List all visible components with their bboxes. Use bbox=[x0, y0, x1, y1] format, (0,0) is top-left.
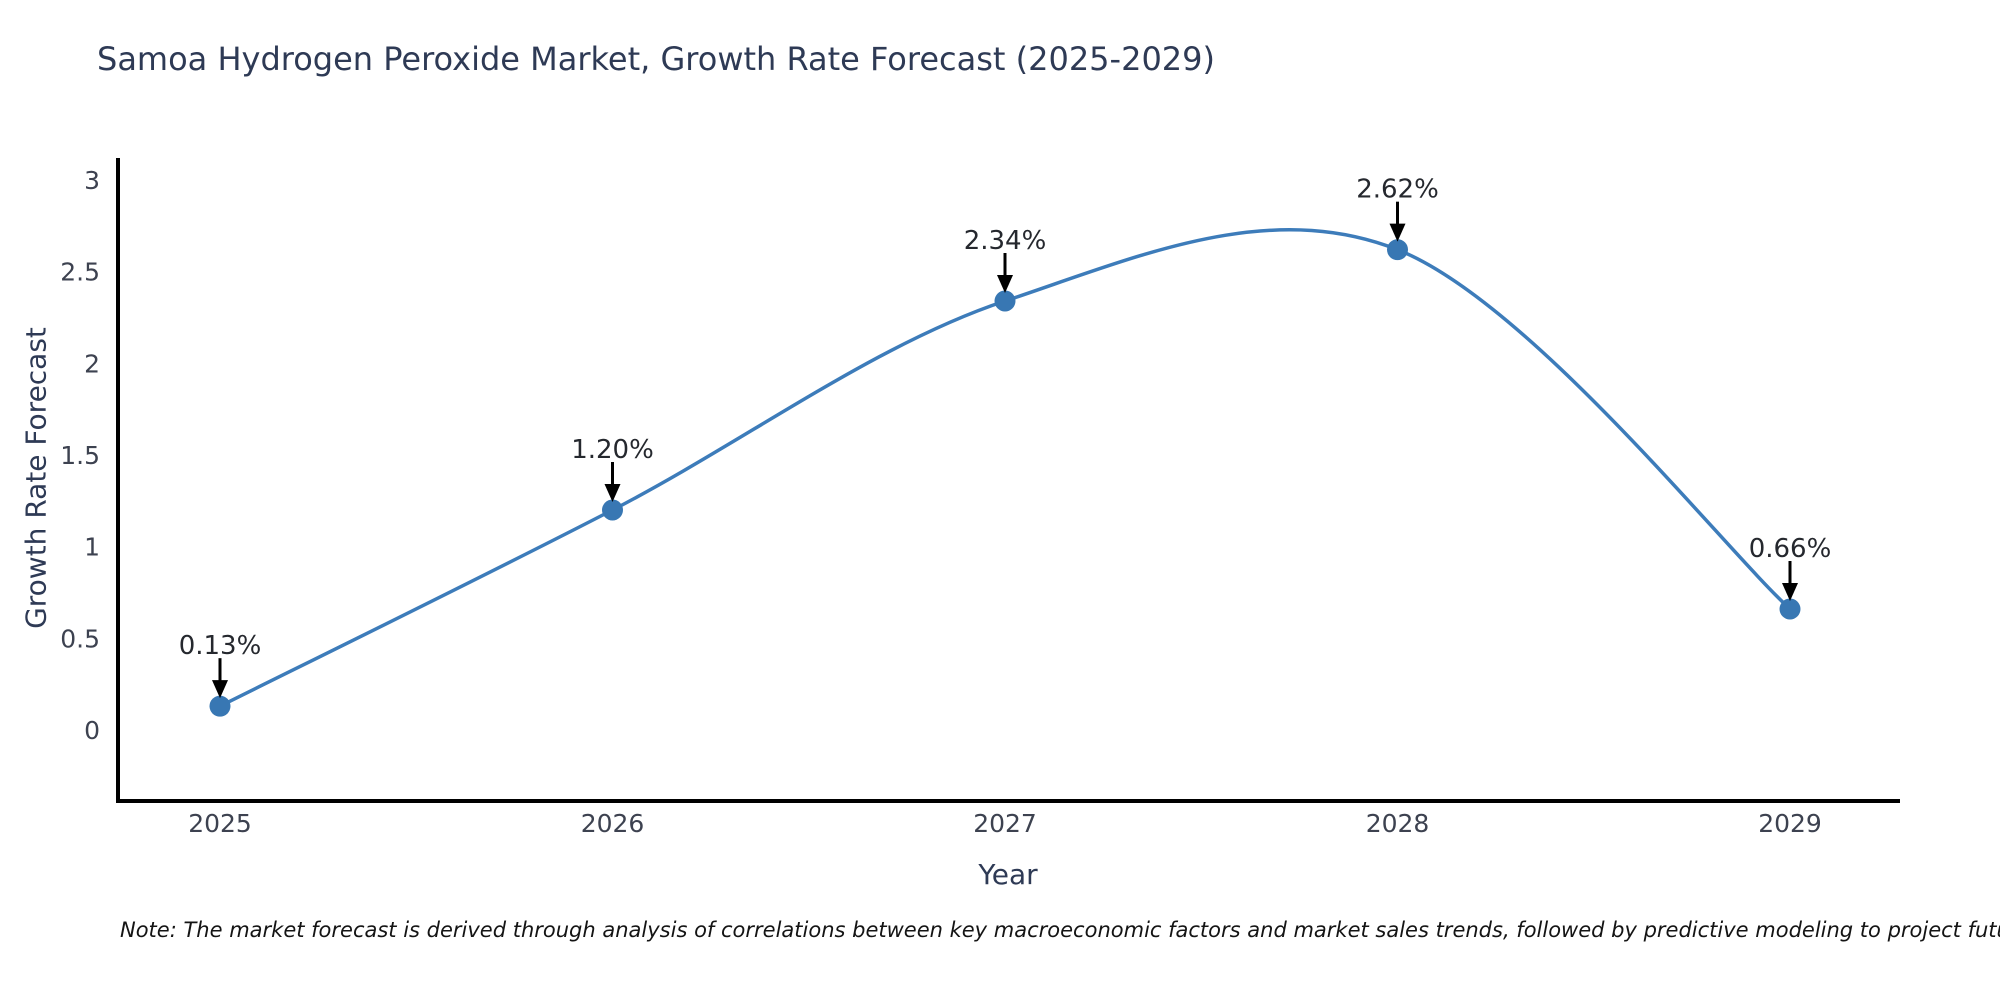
x-tick-label: 2026 bbox=[581, 809, 645, 838]
annotation-arrow-head bbox=[1782, 583, 1798, 602]
x-tick-label: 2027 bbox=[973, 809, 1037, 838]
footnote: Note: The market forecast is derived thr… bbox=[120, 918, 2000, 942]
annotation-arrow-head bbox=[1389, 223, 1406, 242]
data-point-2025 bbox=[209, 695, 231, 717]
data-point-2029 bbox=[1779, 598, 1801, 620]
y-tick-label: 0.5 bbox=[60, 624, 100, 653]
y-tick-label: 2.5 bbox=[60, 258, 100, 287]
y-tick-label: 3 bbox=[84, 166, 100, 195]
x-tick-label: 2025 bbox=[188, 809, 252, 838]
point-value-label: 2.62% bbox=[1356, 175, 1439, 205]
y-tick-label: 1 bbox=[84, 533, 100, 562]
x-tick-label: 2028 bbox=[1366, 809, 1430, 838]
y-tick-label: 2 bbox=[84, 349, 100, 378]
annotation-arrow-head bbox=[604, 484, 621, 503]
x-axis-title: Year bbox=[978, 858, 1038, 891]
annotation-arrow-head bbox=[997, 275, 1013, 294]
point-value-label: 2.34% bbox=[964, 226, 1047, 256]
x-tick-label: 2029 bbox=[1758, 809, 1822, 838]
data-point-2026 bbox=[602, 499, 623, 521]
plot-content: 0 0.5 1 1.5 2 2.5 3 2025 2026 2027 2028 2029 0.13% 1.… bbox=[60, 166, 1831, 838]
chart-title: Samoa Hydrogen Peroxide Market, Growth R… bbox=[97, 40, 1215, 78]
y-tick-label: 0 bbox=[84, 716, 100, 745]
annotation-arrow-head bbox=[212, 680, 228, 699]
data-point-2027 bbox=[994, 290, 1016, 312]
data-point-2028 bbox=[1387, 239, 1408, 261]
point-value-label: 0.66% bbox=[1749, 534, 1832, 564]
y-tick-label: 1.5 bbox=[60, 441, 100, 470]
point-value-label: 1.20% bbox=[571, 435, 654, 465]
point-value-label: 0.13% bbox=[179, 631, 262, 661]
